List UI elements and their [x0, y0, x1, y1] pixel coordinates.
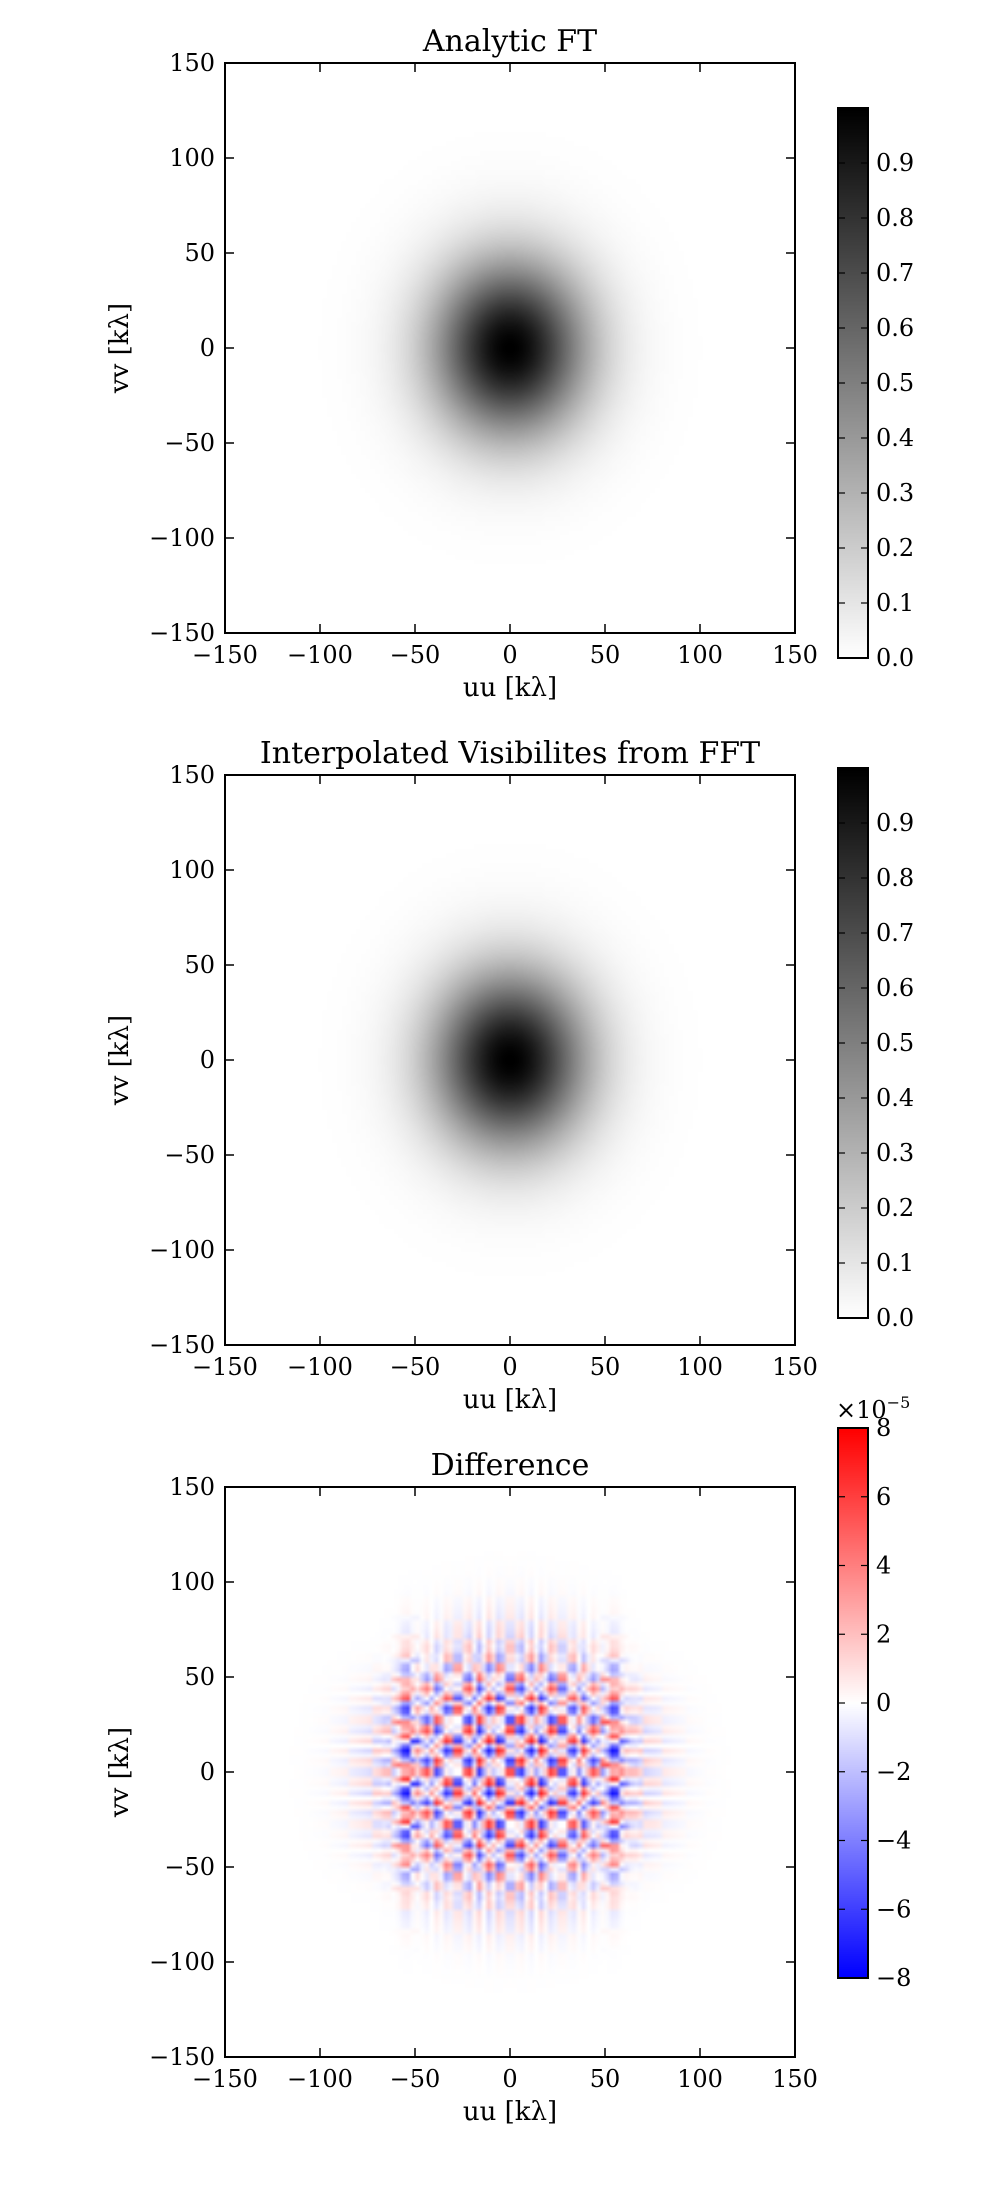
y-tick-label: 100 — [169, 1568, 215, 1596]
y-tick-label: −100 — [149, 524, 215, 552]
x-tick-label: 50 — [590, 1353, 621, 1381]
y-tick-label: 50 — [184, 239, 215, 267]
colorbar-tick-label: −6 — [876, 1895, 911, 1923]
x-tick-label: 150 — [772, 2065, 818, 2093]
x-tick-label: 100 — [677, 641, 723, 669]
colorbar-tick-label: 0.2 — [876, 534, 914, 562]
colorbar-scale-label: ×10−5 — [836, 1393, 910, 1424]
colorbar-tick-label: 6 — [876, 1483, 891, 1511]
y-tick-label: −150 — [149, 619, 215, 647]
x-tick-label: 150 — [772, 1353, 818, 1381]
y-axis-label: vv [kλ] — [105, 1015, 135, 1106]
colorbar-tick-label: 0 — [876, 1689, 891, 1717]
colorbar-tick-label: 0.7 — [876, 919, 914, 947]
panel-title: Difference — [431, 1448, 590, 1483]
heatmap-image — [225, 63, 795, 633]
colorbar-tick-label: 0.1 — [876, 589, 914, 617]
colorbar-tick-label: 0.1 — [876, 1249, 914, 1277]
y-tick-label: 0 — [200, 1758, 215, 1786]
panel-title: Interpolated Visibilites from FFT — [260, 736, 760, 771]
x-tick-label: −150 — [192, 2065, 258, 2093]
y-tick-label: −150 — [149, 2043, 215, 2071]
colorbar-tick-label: −2 — [876, 1758, 911, 1786]
y-tick-label: 150 — [169, 761, 215, 789]
x-tick-label: 100 — [677, 1353, 723, 1381]
y-tick-label: 0 — [200, 334, 215, 362]
x-tick-label: 0 — [502, 641, 517, 669]
x-axis-label: uu [kλ] — [463, 2097, 557, 2127]
y-tick-label: −50 — [164, 429, 215, 457]
colorbar-tick-label: 8 — [876, 1414, 891, 1442]
x-axis-label: uu [kλ] — [463, 673, 557, 703]
x-tick-label: 50 — [590, 641, 621, 669]
panel-interpolated-visibilities: Interpolated Visibilites from FFT uu [kλ… — [105, 736, 914, 1415]
colorbar-tick-label: 0.5 — [876, 369, 914, 397]
colorbar-tick-label: 0.6 — [876, 314, 914, 342]
colorbar-tick-label: 0.9 — [876, 809, 914, 837]
panel-title: Analytic FT — [422, 24, 597, 59]
y-tick-label: 50 — [184, 1663, 215, 1691]
colorbar-tick-label: 0.6 — [876, 974, 914, 1002]
x-tick-label: 0 — [502, 1353, 517, 1381]
y-tick-label: −50 — [164, 1141, 215, 1169]
y-tick-label: 150 — [169, 49, 215, 77]
x-tick-label: −100 — [287, 2065, 353, 2093]
y-tick-label: 50 — [184, 951, 215, 979]
colorbar-tick-label: 2 — [876, 1620, 891, 1648]
y-tick-label: −50 — [164, 1853, 215, 1881]
colorbar-tick-label: −8 — [876, 1964, 911, 1992]
y-tick-label: −100 — [149, 1236, 215, 1264]
x-tick-label: −100 — [287, 641, 353, 669]
heatmap-image — [225, 775, 795, 1345]
colorbar-tick-label: 4 — [876, 1552, 891, 1580]
colorbar-tick-label: 0.7 — [876, 259, 914, 287]
colorbar-scale-base: ×10 — [836, 1396, 887, 1424]
colorbar-tick-label: 0.5 — [876, 1029, 914, 1057]
y-axis-label: vv [kλ] — [105, 303, 135, 394]
x-tick-label: −150 — [192, 641, 258, 669]
panel-difference: Difference uu [kλ] vv [kλ] ×10−5 −150 −10… — [105, 1393, 911, 2127]
colorbar-tick-label: 0.3 — [876, 479, 914, 507]
colorbar-tick-label: 0.4 — [876, 1084, 914, 1112]
colorbar-tick-label: −4 — [876, 1827, 911, 1855]
colorbar-tick-label: 0.4 — [876, 424, 914, 452]
y-tick-label: 150 — [169, 1473, 215, 1501]
y-tick-label: 0 — [200, 1046, 215, 1074]
colorbar-tick-label: 0.8 — [876, 864, 914, 892]
heatmap-image — [225, 1487, 795, 2057]
y-tick-label: −150 — [149, 1331, 215, 1359]
y-axis-label: vv [kλ] — [105, 1727, 135, 1818]
x-tick-label: 150 — [772, 641, 818, 669]
y-tick-label: −100 — [149, 1948, 215, 1976]
colorbar-tick-label: 0.0 — [876, 644, 914, 672]
colorbar-tick-label: 0.0 — [876, 1304, 914, 1332]
x-tick-label: 0 — [502, 2065, 517, 2093]
colorbar-scale-exponent: −5 — [887, 1393, 911, 1412]
x-tick-label: −100 — [287, 1353, 353, 1381]
x-tick-label: −50 — [390, 2065, 441, 2093]
y-tick-label: 100 — [169, 144, 215, 172]
x-tick-label: −50 — [390, 641, 441, 669]
x-tick-label: −50 — [390, 1353, 441, 1381]
x-tick-label: 50 — [590, 2065, 621, 2093]
x-axis-label: uu [kλ] — [463, 1385, 557, 1415]
y-tick-label: 100 — [169, 856, 215, 884]
x-tick-label: 100 — [677, 2065, 723, 2093]
colorbar-tick-label: 0.8 — [876, 204, 914, 232]
x-tick-label: −150 — [192, 1353, 258, 1381]
colorbar-tick-label: 0.2 — [876, 1194, 914, 1222]
colorbar-tick-label: 0.3 — [876, 1139, 914, 1167]
panel-analytic-ft: Analytic FT uu [kλ] vv [kλ] −150 −100 −50 0… — [105, 24, 914, 703]
colorbar-tick-label: 0.9 — [876, 149, 914, 177]
